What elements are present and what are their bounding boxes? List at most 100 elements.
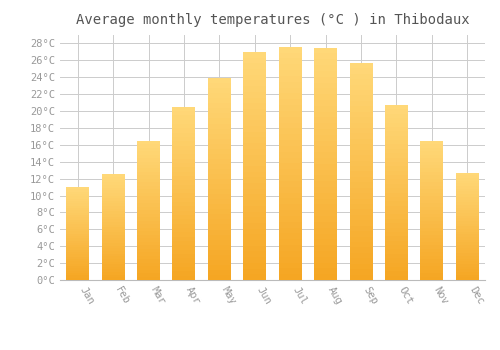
Bar: [137, 186, 160, 189]
Bar: [172, 258, 196, 263]
Bar: [350, 182, 372, 188]
Bar: [172, 215, 196, 219]
Bar: [208, 224, 231, 230]
Bar: [102, 272, 124, 275]
Bar: [456, 208, 479, 210]
Bar: [456, 218, 479, 221]
Bar: [420, 217, 444, 221]
Bar: [314, 106, 337, 112]
Bar: [420, 189, 444, 193]
Bar: [278, 117, 301, 122]
Bar: [137, 262, 160, 266]
Bar: [244, 132, 266, 138]
Bar: [420, 252, 444, 256]
Bar: [314, 199, 337, 204]
Bar: [278, 262, 301, 268]
Bar: [208, 154, 231, 159]
Bar: [137, 161, 160, 165]
Bar: [278, 268, 301, 274]
Bar: [314, 94, 337, 100]
Bar: [278, 140, 301, 146]
Bar: [102, 174, 124, 280]
Bar: [172, 180, 196, 185]
Bar: [102, 185, 124, 188]
Bar: [172, 185, 196, 189]
Bar: [102, 232, 124, 235]
Bar: [172, 167, 196, 172]
Bar: [456, 259, 479, 261]
Bar: [456, 269, 479, 272]
Bar: [102, 182, 124, 185]
Bar: [456, 191, 479, 194]
Bar: [244, 177, 266, 183]
Bar: [66, 271, 89, 273]
Bar: [137, 273, 160, 276]
Bar: [456, 221, 479, 224]
Bar: [314, 274, 337, 280]
Bar: [314, 88, 337, 94]
Bar: [278, 76, 301, 82]
Bar: [66, 229, 89, 231]
Bar: [314, 170, 337, 175]
Bar: [102, 211, 124, 214]
Bar: [244, 86, 266, 92]
Bar: [385, 267, 408, 271]
Bar: [66, 238, 89, 240]
Bar: [102, 240, 124, 243]
Bar: [208, 128, 231, 134]
Bar: [66, 250, 89, 252]
Bar: [385, 232, 408, 236]
Bar: [244, 206, 266, 211]
Bar: [350, 74, 372, 79]
Bar: [456, 232, 479, 235]
Bar: [102, 275, 124, 277]
Bar: [420, 203, 444, 207]
Bar: [385, 118, 408, 122]
Bar: [456, 275, 479, 277]
Bar: [385, 241, 408, 245]
Bar: [314, 175, 337, 181]
Bar: [244, 183, 266, 189]
Bar: [278, 82, 301, 88]
Bar: [278, 228, 301, 233]
Bar: [385, 122, 408, 127]
Bar: [456, 173, 479, 175]
Bar: [278, 88, 301, 93]
Bar: [244, 234, 266, 240]
Bar: [456, 216, 479, 218]
Bar: [66, 222, 89, 224]
Bar: [137, 168, 160, 172]
Bar: [137, 217, 160, 221]
Bar: [456, 272, 479, 275]
Bar: [456, 261, 479, 264]
Bar: [172, 198, 196, 202]
Bar: [420, 262, 444, 266]
Bar: [420, 273, 444, 276]
Bar: [314, 135, 337, 141]
Bar: [208, 134, 231, 139]
Bar: [208, 83, 231, 88]
Bar: [456, 237, 479, 240]
Bar: [456, 277, 479, 280]
Bar: [456, 248, 479, 251]
Bar: [350, 220, 372, 226]
Bar: [66, 203, 89, 206]
Bar: [456, 205, 479, 208]
Bar: [278, 152, 301, 158]
Bar: [456, 253, 479, 256]
Bar: [456, 224, 479, 226]
Bar: [278, 163, 301, 169]
Bar: [102, 238, 124, 240]
Bar: [137, 245, 160, 248]
Bar: [137, 241, 160, 245]
Bar: [420, 182, 444, 186]
Bar: [420, 241, 444, 245]
Bar: [385, 171, 408, 175]
Bar: [172, 194, 196, 198]
Bar: [208, 78, 231, 83]
Bar: [420, 200, 444, 203]
Bar: [278, 169, 301, 175]
Bar: [420, 276, 444, 280]
Bar: [456, 173, 479, 280]
Bar: [102, 222, 124, 225]
